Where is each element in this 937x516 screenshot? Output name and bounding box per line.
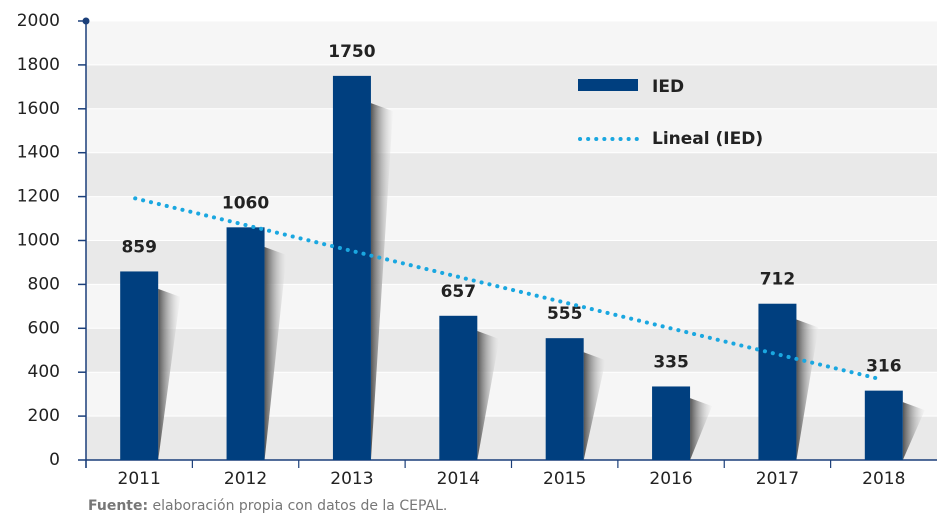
x-tick-label: 2015 xyxy=(543,469,586,489)
bar xyxy=(120,271,159,460)
value-label: 712 xyxy=(760,270,796,290)
y-tick-label: 1800 xyxy=(17,55,60,75)
grid-band xyxy=(86,416,937,460)
grid-band xyxy=(86,108,937,153)
bar xyxy=(758,303,797,460)
bar-shadow xyxy=(796,319,819,460)
grid-band xyxy=(86,64,937,109)
grid-band xyxy=(86,21,937,65)
bar xyxy=(652,386,691,460)
value-label: 316 xyxy=(866,357,902,377)
bar-shadow xyxy=(158,288,181,460)
bar xyxy=(332,75,371,460)
x-tick-label: 2016 xyxy=(649,469,692,489)
x-tick-label: 2017 xyxy=(756,469,799,489)
legend-label: IED xyxy=(652,77,684,97)
value-label: 859 xyxy=(121,237,157,257)
bar-shadow xyxy=(583,352,606,460)
y-tick-label: 600 xyxy=(28,318,60,338)
bar-shadow xyxy=(264,246,287,460)
grid-band xyxy=(86,152,937,197)
y-tick-label: 2000 xyxy=(17,11,60,31)
value-label: 1750 xyxy=(328,42,375,62)
value-label: 335 xyxy=(653,352,689,372)
trend-line xyxy=(133,196,882,382)
value-label: 657 xyxy=(441,282,477,302)
bar xyxy=(864,390,903,460)
bar xyxy=(545,338,584,460)
axis-dot xyxy=(82,17,90,25)
source-text: elaboración propia con datos de la CEPAL… xyxy=(153,498,448,514)
source-label: Fuente: xyxy=(88,498,148,514)
bar-shadow xyxy=(902,402,925,460)
bar xyxy=(439,315,478,460)
y-tick-label: 1600 xyxy=(17,99,60,119)
y-tick-label: 400 xyxy=(28,362,60,382)
x-tick-label: 2014 xyxy=(437,469,480,489)
bar-shadow xyxy=(477,330,500,460)
y-tick-label: 0 xyxy=(49,450,60,470)
value-label: 555 xyxy=(547,304,583,324)
bar-shadow xyxy=(370,103,393,461)
grid-band xyxy=(86,240,937,285)
x-tick-label: 2018 xyxy=(862,469,905,489)
value-label: 1060 xyxy=(222,193,269,213)
y-tick-label: 1000 xyxy=(17,231,60,251)
x-tick-label: 2011 xyxy=(118,469,161,489)
x-tick-label: 2013 xyxy=(330,469,373,489)
bar-shadow xyxy=(690,398,713,460)
y-tick-label: 200 xyxy=(28,406,60,426)
legend-label: Lineal (IED) xyxy=(652,129,763,149)
y-tick-label: 1200 xyxy=(17,187,60,207)
y-tick-label: 1400 xyxy=(17,143,60,163)
source: Fuente: elaboración propia con datos de … xyxy=(88,498,447,514)
bar xyxy=(226,227,265,460)
x-tick-label: 2012 xyxy=(224,469,267,489)
y-tick-label: 800 xyxy=(28,274,60,294)
legend-swatch xyxy=(578,79,638,91)
